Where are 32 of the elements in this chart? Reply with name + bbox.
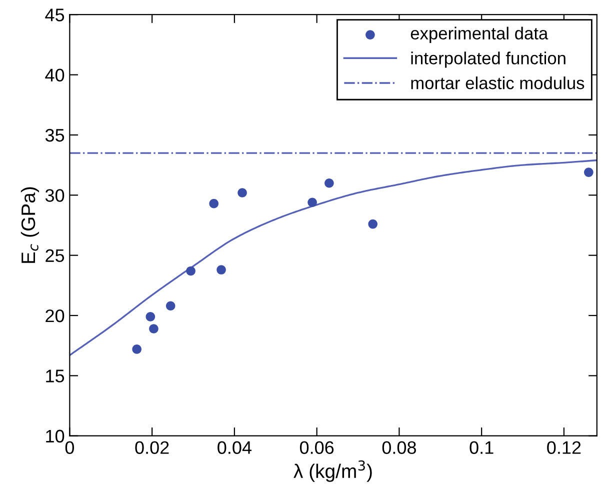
legend-label: experimental data	[410, 26, 548, 43]
y-tick-label: 10	[46, 430, 64, 443]
point	[186, 266, 196, 276]
point	[216, 265, 226, 274]
point	[238, 188, 247, 198]
point	[166, 301, 176, 311]
point	[146, 312, 156, 322]
y-tick-label: 15	[46, 370, 64, 382]
y-axis-title: E$_{c}$ (GPa)	[20, 187, 40, 263]
x-tick-label: 0.12	[547, 441, 581, 454]
y-tick-label: 40	[45, 68, 64, 82]
point	[308, 198, 317, 208]
legend-label: mortar elastic modulus	[411, 76, 584, 90]
point	[324, 178, 334, 188]
y-tick-label: 30	[45, 189, 64, 202]
point	[149, 324, 158, 334]
x-tick-label: 0.08	[382, 441, 416, 454]
x-tick-label: 0.04	[218, 441, 252, 454]
y-tick-label: 20	[46, 309, 64, 322]
x-axis-title: λ (kg/m$^{3}$)	[294, 460, 372, 482]
x-tick-label: 0	[65, 441, 74, 454]
y-tick-label: 45	[45, 8, 64, 22]
x-tick-label: 0.06	[300, 441, 334, 454]
y-tick-label: 35	[45, 128, 64, 142]
y-tick-label: 25	[46, 249, 64, 262]
point	[132, 344, 142, 354]
x-tick-label: 0.1	[470, 441, 494, 454]
x-tick-label: 0.02	[135, 441, 169, 454]
point	[368, 219, 378, 229]
point	[209, 198, 219, 208]
legend-label: interpolated function	[411, 52, 566, 68]
point	[584, 168, 594, 177]
